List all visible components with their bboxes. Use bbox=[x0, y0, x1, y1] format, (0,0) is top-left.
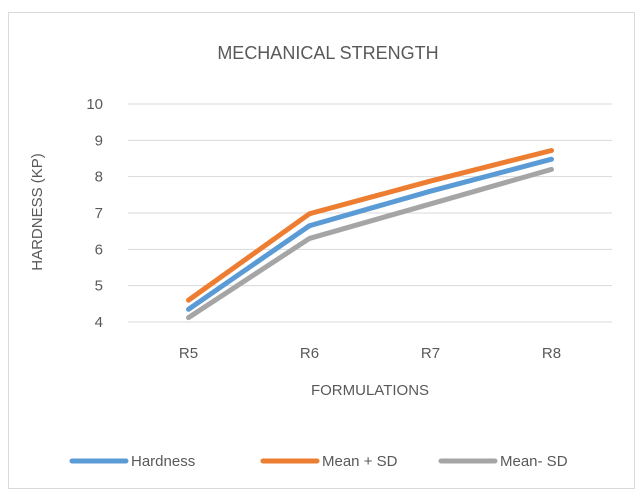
x-tick-label: R5 bbox=[179, 345, 198, 362]
legend: Hardness Mean + SD Mean- SD bbox=[69, 453, 568, 470]
chart-frame bbox=[8, 12, 635, 489]
chart-title: MECHANICAL STRENGTH bbox=[217, 43, 438, 63]
series-line-2 bbox=[186, 148, 554, 303]
series-lines bbox=[186, 148, 554, 321]
y-axis-ticks: 4 5 6 7 8 9 10 bbox=[86, 96, 103, 331]
series-line-1 bbox=[186, 156, 554, 312]
y-tick-label: 7 bbox=[95, 205, 103, 222]
y-tick-label: 10 bbox=[86, 96, 103, 113]
legend-label: Mean- SD bbox=[500, 453, 568, 470]
legend-label: Mean + SD bbox=[322, 453, 398, 470]
x-tick-label: R7 bbox=[421, 345, 440, 362]
y-tick-label: 9 bbox=[95, 132, 103, 149]
y-tick-label: 8 bbox=[95, 169, 103, 186]
series-line-3 bbox=[186, 166, 554, 321]
x-axis-ticks: R5 R6 R7 R8 bbox=[179, 345, 561, 362]
x-tick-label: R8 bbox=[542, 345, 561, 362]
y-tick-label: 5 bbox=[95, 278, 103, 295]
y-tick-label: 4 bbox=[95, 314, 103, 331]
y-tick-label: 6 bbox=[95, 241, 103, 258]
y-axis-title: HARDNESS (KP) bbox=[29, 153, 46, 271]
x-axis-title: FORMULATIONS bbox=[311, 382, 429, 399]
legend-label: Hardness bbox=[131, 453, 195, 470]
x-tick-label: R6 bbox=[300, 345, 319, 362]
